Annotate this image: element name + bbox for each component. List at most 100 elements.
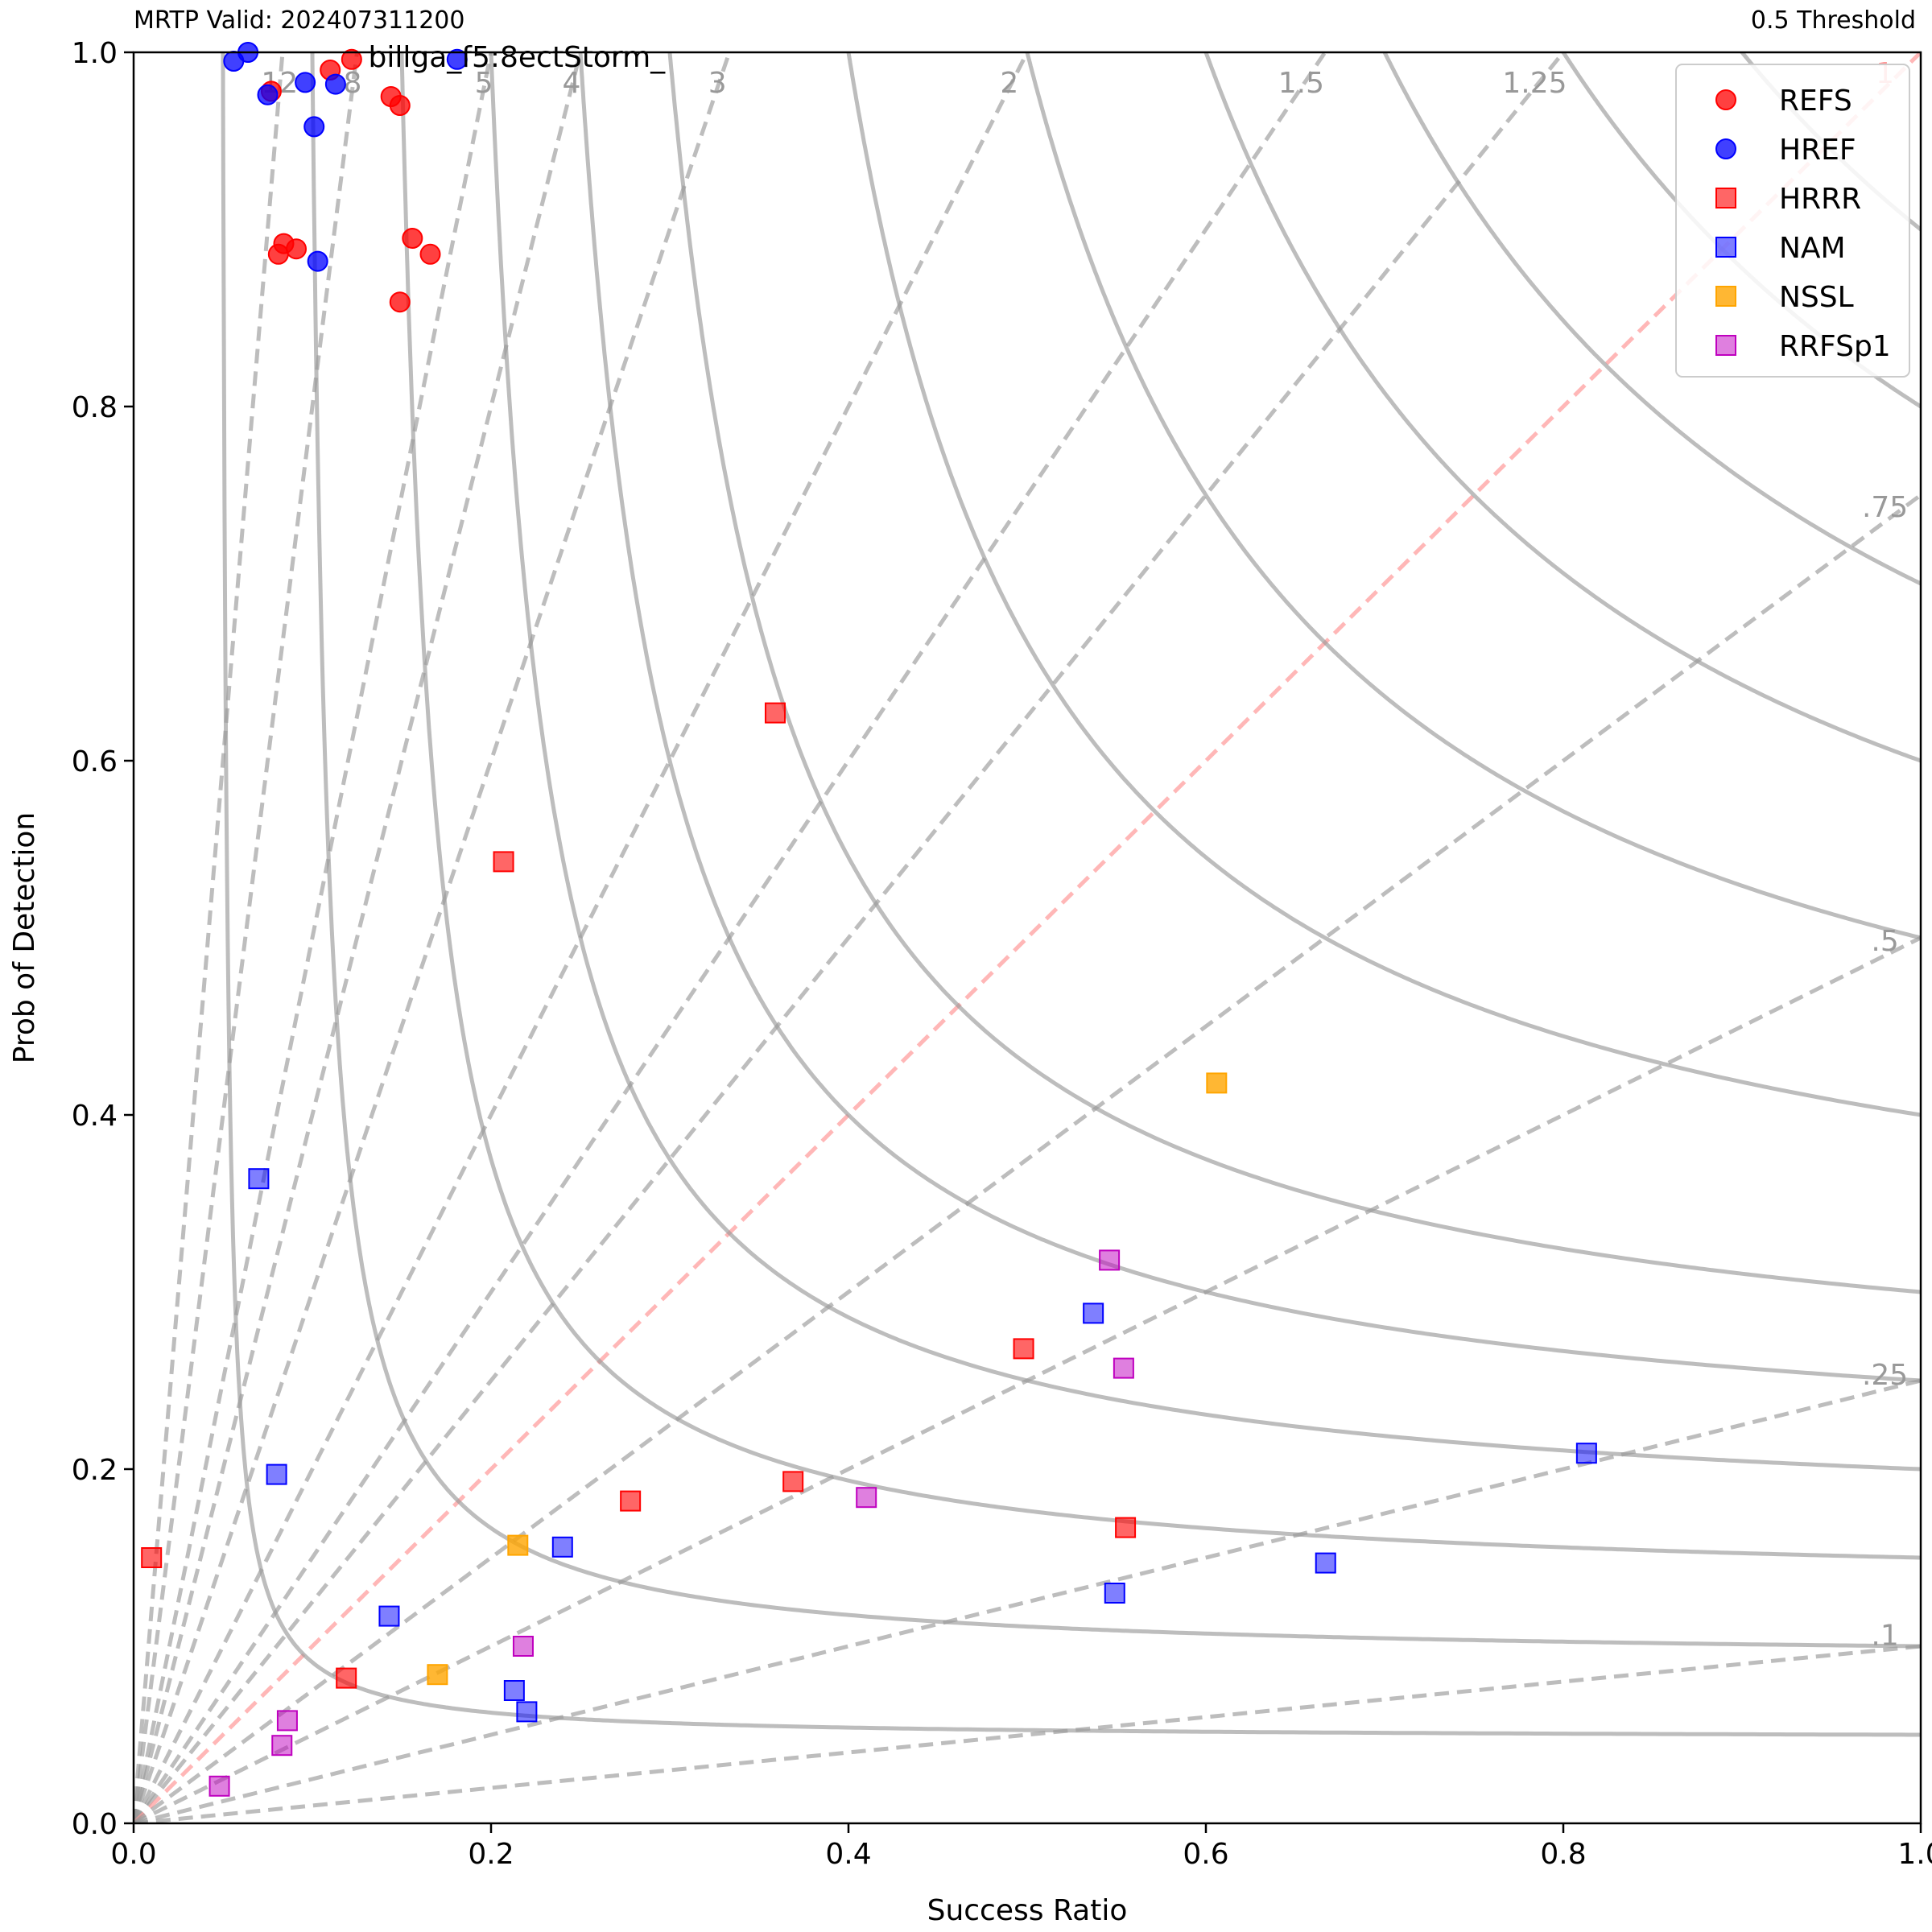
legend: REFS HREF HRRR NAM NSSL RRFSp1 — [1675, 64, 1910, 378]
point-nam-6 — [1315, 1552, 1336, 1574]
bias-label-11: .25 — [1862, 1359, 1908, 1392]
bias-label-1: 8 — [343, 67, 361, 100]
csi-contour-6 — [846, 52, 1921, 1117]
point-refs-4 — [389, 95, 411, 116]
point-refs-2 — [341, 48, 362, 70]
point-nam-0 — [248, 1168, 270, 1190]
point-nam-4 — [1575, 1443, 1597, 1464]
point-rrfsp1-5 — [271, 1735, 293, 1757]
point-nam-1 — [266, 1463, 287, 1485]
point-hrrr-3 — [782, 1471, 804, 1492]
point-hrrr-6 — [620, 1490, 642, 1512]
point-nam-5 — [1104, 1583, 1125, 1604]
point-nssl-0 — [1206, 1072, 1228, 1094]
point-hrrr-1 — [493, 851, 514, 873]
x-axis-label: Success Ratio — [927, 1894, 1128, 1927]
point-nam-8 — [503, 1680, 525, 1701]
bias-line-2 — [134, 52, 493, 1823]
csi-contour-0 — [221, 52, 1921, 1737]
annotation-text: billga_f5:8ectStorm_ — [369, 41, 667, 74]
point-nam-9 — [516, 1701, 538, 1723]
bias-line-9 — [134, 492, 1921, 1823]
csi-contour-7 — [1025, 52, 1921, 940]
bias-line-11 — [134, 1378, 1921, 1823]
legend-label-refs: REFS — [1779, 85, 1852, 118]
bias-label-6: 1.5 — [1278, 67, 1324, 100]
point-rrfsp1-4 — [276, 1710, 298, 1732]
point-nssl-2 — [427, 1664, 448, 1686]
y-tick-label-3: 0.6 — [72, 745, 118, 778]
csi-contour-5 — [667, 52, 1921, 1294]
point-href-2 — [257, 84, 279, 105]
point-hrrr-7 — [336, 1667, 357, 1689]
point-hrrr-5 — [1013, 1338, 1034, 1360]
x-tick-label-0: 0.0 — [110, 1838, 156, 1871]
legend-marker-nam — [1715, 237, 1736, 258]
bias-label-10: .5 — [1871, 925, 1898, 958]
x-tick-label-4: 0.8 — [1540, 1838, 1586, 1871]
point-href-4 — [324, 73, 346, 95]
bias-label-3: 4 — [562, 67, 580, 100]
legend-marker-rrfsp1 — [1715, 335, 1736, 356]
legend-marker-nssl — [1715, 286, 1736, 307]
bias-label-4: 3 — [708, 67, 727, 100]
point-nam-7 — [378, 1605, 400, 1627]
csi-contour-2 — [399, 52, 1921, 1560]
y-tick-label-1: 0.2 — [72, 1454, 118, 1487]
bias-label-5: 2 — [1000, 67, 1018, 100]
point-refs-7 — [286, 238, 308, 260]
point-rrfsp1-2 — [856, 1487, 877, 1509]
axis-ticks: 0.0 0.2 0.4 0.6 0.8 1.0 0.0 0.2 0.4 0.6 0.8 1.0 — [72, 37, 1932, 1871]
bias-line-0 — [134, 52, 285, 1823]
bias-line-7 — [134, 52, 1567, 1823]
legend-label-hrrr: HRRR — [1779, 183, 1861, 216]
y-tick-label-5: 1.0 — [72, 37, 118, 70]
bias-label-2: 5 — [475, 67, 493, 100]
legend-marker-href — [1715, 138, 1736, 159]
point-nam-2 — [551, 1536, 573, 1558]
bias-line-4 — [134, 52, 732, 1823]
bias-label-9: .75 — [1862, 491, 1908, 524]
point-href-7 — [446, 48, 468, 70]
x-tick-label-2: 0.4 — [825, 1838, 871, 1871]
legend-label-nam: NAM — [1779, 232, 1846, 265]
point-nam-3 — [1083, 1302, 1104, 1324]
point-href-3 — [295, 72, 316, 93]
y-tick-label-4: 0.8 — [72, 391, 118, 424]
point-hrrr-4 — [1115, 1517, 1137, 1538]
y-axis-label: Prob of Detection — [8, 812, 41, 1063]
csi-contour-9 — [1382, 52, 1921, 586]
point-href-6 — [307, 250, 328, 272]
x-tick-label-5: 1.0 — [1897, 1838, 1932, 1871]
bias-line-8 — [134, 52, 1921, 1823]
valid-time-label: MRTP Valid: 202407311200 — [134, 6, 465, 35]
data-points — [141, 42, 1597, 1797]
bias-line-5 — [134, 52, 1030, 1823]
legend-label-nssl: NSSL — [1779, 281, 1854, 314]
y-tick-label-0: 0.0 — [72, 1808, 118, 1841]
legend-marker-hrrr — [1715, 188, 1736, 208]
bias-line-6 — [134, 52, 1328, 1823]
point-refs-9 — [419, 243, 441, 265]
plot-frame — [132, 51, 1922, 1825]
point-refs-10 — [389, 291, 411, 313]
bias-label-12: .1 — [1871, 1619, 1898, 1652]
x-tick-label-1: 0.2 — [468, 1838, 514, 1871]
csi-contour-8 — [1203, 52, 1921, 763]
point-hrrr-2 — [764, 702, 786, 724]
point-rrfsp1-0 — [1099, 1249, 1121, 1271]
point-rrfsp1-6 — [208, 1775, 230, 1797]
bias-label-7: 1.25 — [1502, 67, 1567, 100]
point-refs-8 — [402, 228, 423, 249]
bias-line-3 — [134, 52, 583, 1823]
point-hrrr-0 — [141, 1547, 163, 1568]
point-rrfsp1-3 — [512, 1636, 534, 1657]
csi-contour-4 — [578, 52, 1921, 1383]
y-tick-label-2: 0.4 — [72, 1100, 118, 1133]
legend-label-href: HREF — [1779, 134, 1856, 167]
point-nssl-1 — [507, 1534, 529, 1556]
legend-marker-refs — [1715, 89, 1736, 110]
point-rrfsp1-1 — [1113, 1357, 1134, 1379]
threshold-label: 0.5 Threshold — [1750, 6, 1916, 35]
